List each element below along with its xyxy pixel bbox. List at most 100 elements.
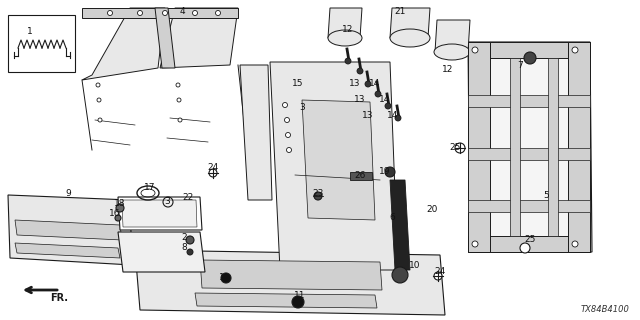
Text: 13: 13 bbox=[362, 111, 374, 121]
Text: 12: 12 bbox=[342, 26, 354, 35]
Text: 19: 19 bbox=[380, 167, 391, 177]
Polygon shape bbox=[468, 200, 590, 212]
Text: 9: 9 bbox=[65, 188, 71, 197]
Circle shape bbox=[455, 143, 465, 153]
Text: 11: 11 bbox=[220, 274, 231, 283]
Text: 17: 17 bbox=[144, 183, 156, 193]
Circle shape bbox=[392, 267, 408, 283]
Polygon shape bbox=[155, 8, 175, 68]
Circle shape bbox=[285, 132, 291, 138]
Circle shape bbox=[314, 192, 322, 200]
Circle shape bbox=[287, 148, 291, 153]
Circle shape bbox=[187, 249, 193, 255]
Circle shape bbox=[385, 103, 391, 109]
Circle shape bbox=[572, 241, 578, 247]
Text: 10: 10 bbox=[409, 260, 420, 269]
Circle shape bbox=[520, 243, 530, 253]
Text: 18: 18 bbox=[115, 199, 125, 209]
Text: 14: 14 bbox=[387, 111, 399, 121]
Polygon shape bbox=[118, 232, 205, 272]
Polygon shape bbox=[82, 8, 165, 80]
Circle shape bbox=[98, 118, 102, 122]
Polygon shape bbox=[468, 95, 590, 107]
Text: 20: 20 bbox=[426, 205, 438, 214]
Polygon shape bbox=[350, 172, 372, 180]
Text: FR.: FR. bbox=[50, 293, 68, 303]
Circle shape bbox=[138, 11, 143, 15]
Text: 15: 15 bbox=[292, 78, 304, 87]
Polygon shape bbox=[118, 197, 202, 230]
Text: 16: 16 bbox=[109, 210, 121, 219]
Circle shape bbox=[108, 11, 113, 15]
Polygon shape bbox=[468, 236, 590, 252]
Text: 12: 12 bbox=[442, 66, 454, 75]
Text: 7: 7 bbox=[517, 60, 523, 69]
Text: 24: 24 bbox=[207, 163, 219, 172]
Polygon shape bbox=[328, 8, 362, 38]
Circle shape bbox=[216, 11, 221, 15]
Polygon shape bbox=[135, 250, 445, 315]
Text: 25: 25 bbox=[524, 236, 536, 244]
Text: 6: 6 bbox=[389, 213, 395, 222]
Circle shape bbox=[96, 83, 100, 87]
Circle shape bbox=[395, 115, 401, 121]
Polygon shape bbox=[8, 15, 75, 72]
Polygon shape bbox=[270, 62, 398, 270]
Polygon shape bbox=[510, 58, 520, 236]
Circle shape bbox=[285, 117, 289, 123]
Circle shape bbox=[572, 47, 578, 53]
Circle shape bbox=[472, 241, 478, 247]
Circle shape bbox=[115, 215, 121, 221]
Text: 23: 23 bbox=[312, 188, 324, 197]
Ellipse shape bbox=[390, 29, 430, 47]
Circle shape bbox=[193, 11, 198, 15]
Polygon shape bbox=[195, 293, 377, 308]
Circle shape bbox=[365, 81, 371, 87]
Circle shape bbox=[116, 204, 124, 212]
Polygon shape bbox=[302, 100, 375, 220]
Circle shape bbox=[178, 118, 182, 122]
Polygon shape bbox=[468, 42, 592, 252]
Polygon shape bbox=[435, 20, 470, 52]
Circle shape bbox=[434, 272, 442, 280]
Circle shape bbox=[472, 47, 478, 53]
Polygon shape bbox=[468, 42, 490, 252]
Text: 2: 2 bbox=[181, 233, 187, 242]
Circle shape bbox=[357, 68, 363, 74]
Text: 25: 25 bbox=[449, 143, 461, 153]
Polygon shape bbox=[122, 200, 197, 227]
Polygon shape bbox=[200, 260, 382, 290]
Polygon shape bbox=[568, 42, 590, 252]
Text: 4: 4 bbox=[179, 7, 185, 17]
Text: 1: 1 bbox=[27, 28, 33, 36]
Polygon shape bbox=[548, 58, 558, 236]
Text: 26: 26 bbox=[355, 171, 365, 180]
Text: 22: 22 bbox=[182, 193, 194, 202]
Polygon shape bbox=[15, 220, 122, 240]
Text: 5: 5 bbox=[543, 191, 549, 201]
Polygon shape bbox=[160, 8, 238, 68]
Text: 3: 3 bbox=[164, 197, 170, 206]
Circle shape bbox=[292, 296, 304, 308]
Circle shape bbox=[186, 236, 194, 244]
Text: 3: 3 bbox=[299, 103, 305, 113]
Circle shape bbox=[177, 98, 181, 102]
Circle shape bbox=[97, 98, 101, 102]
Polygon shape bbox=[390, 180, 410, 270]
Circle shape bbox=[385, 167, 395, 177]
Circle shape bbox=[524, 52, 536, 64]
Text: 8: 8 bbox=[181, 244, 187, 252]
Text: 14: 14 bbox=[380, 95, 390, 105]
Circle shape bbox=[209, 169, 217, 177]
Polygon shape bbox=[240, 65, 272, 200]
Text: 24: 24 bbox=[435, 267, 445, 276]
Circle shape bbox=[176, 83, 180, 87]
Text: 13: 13 bbox=[355, 95, 365, 105]
Polygon shape bbox=[468, 148, 590, 160]
Circle shape bbox=[282, 102, 287, 108]
Text: 11: 11 bbox=[294, 292, 306, 300]
Circle shape bbox=[375, 91, 381, 97]
Ellipse shape bbox=[328, 30, 362, 46]
Polygon shape bbox=[390, 8, 430, 38]
Text: 21: 21 bbox=[394, 7, 406, 17]
